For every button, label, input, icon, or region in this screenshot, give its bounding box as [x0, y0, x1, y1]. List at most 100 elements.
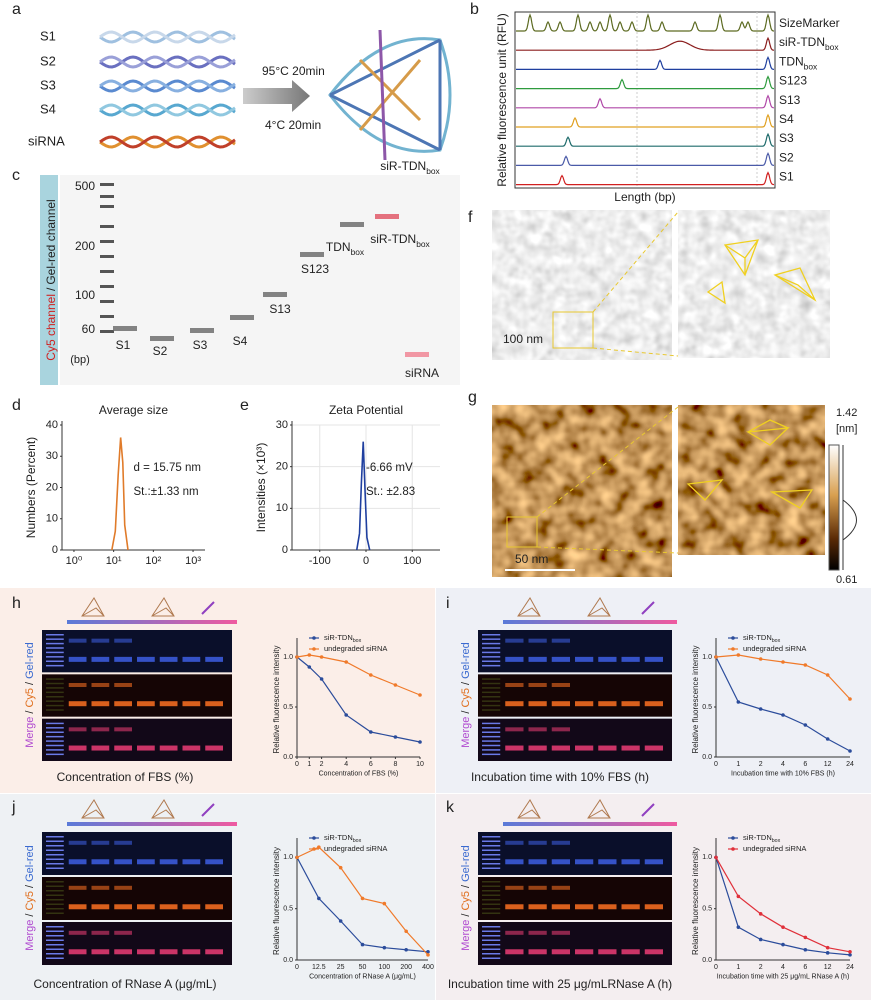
legend-dot: [312, 636, 316, 640]
afm-zoom: [677, 404, 826, 556]
trace-label: S4: [779, 112, 794, 126]
gel-band: [91, 638, 110, 643]
tetrahedron-box: [328, 29, 452, 161]
x-tick-label: 4: [344, 761, 348, 768]
gel-band: [91, 930, 110, 935]
ladder-label: 60: [82, 322, 96, 336]
process-arrow: [243, 80, 310, 112]
gel-row: [42, 718, 232, 761]
ladder-band: [100, 255, 114, 258]
gel-label: Merge / Cy5 / Gel-red: [24, 845, 36, 951]
lane-label: siR-TDNbox: [370, 232, 430, 249]
trace: [516, 151, 775, 166]
legend-label-main: undegraded siRNA: [324, 844, 387, 853]
gel-band: [114, 904, 132, 910]
gel-band: [205, 904, 223, 910]
legend-dot: [731, 836, 735, 840]
gel-band: [528, 859, 547, 865]
trace-label: siR-TDNbox: [779, 35, 839, 52]
trace-label: S13: [779, 93, 801, 107]
gel-image: [60, 175, 460, 385]
scale-label: 100 nm: [503, 332, 543, 346]
gel-band: [114, 949, 132, 955]
ladder-band: [46, 691, 64, 694]
gel-band: [91, 949, 110, 955]
point: [781, 942, 785, 947]
ladder-band: [46, 647, 64, 649]
trace: [516, 13, 775, 32]
trace-label-sub: box: [825, 42, 839, 52]
lane-label: S2: [153, 344, 168, 358]
point: [338, 865, 343, 870]
ladder-band: [100, 183, 114, 186]
gel-band: [68, 859, 87, 865]
point: [758, 657, 763, 661]
channel-label: Cy5 channel / Gel-red channel: [44, 199, 58, 360]
legend-label-main: siR-TDN: [324, 633, 353, 642]
trace-label: TDNbox: [779, 55, 818, 72]
trace: [516, 113, 775, 128]
ladder-band: [482, 881, 501, 883]
ladder-band: [46, 687, 64, 689]
x-tick-label: 4: [781, 761, 785, 768]
point: [317, 845, 321, 849]
lane-label-main: S13: [269, 302, 291, 316]
point: [803, 947, 808, 952]
x-axis-label: Incubation time with 25 μg/mL RNase A (h…: [717, 974, 850, 981]
ladder-band: [482, 953, 501, 955]
legend-label-sub: box: [353, 838, 362, 844]
point: [781, 713, 785, 717]
gel-band: [114, 701, 132, 707]
gel-band: [190, 328, 214, 333]
ladder-band: [46, 656, 64, 658]
structure-icon: [517, 597, 541, 617]
gel-label: Merge / Cy5 / Gel-red: [460, 845, 472, 951]
ladder-band: [482, 634, 501, 636]
gel-band: [505, 930, 524, 935]
lane-label-main: S3: [193, 338, 208, 352]
ladder-band: [482, 939, 501, 941]
point: [848, 749, 852, 753]
strand-label: S2: [40, 53, 56, 68]
ladder-band: [100, 225, 114, 228]
gel-band: [68, 930, 87, 935]
gel-band: [91, 656, 110, 662]
sirna-icon: [201, 803, 215, 817]
axis-label: Length (bp): [614, 190, 675, 204]
gel-band: [528, 727, 547, 732]
gel-band: [159, 949, 178, 955]
ladder-band: [46, 696, 64, 698]
panel-label: h: [12, 595, 21, 612]
panel-label: k: [446, 799, 455, 816]
trace-label-main: S13: [779, 93, 801, 107]
gel-band: [159, 656, 178, 662]
y-tick-label: 1.0: [702, 654, 712, 661]
ladder-band: [482, 700, 501, 702]
y-tick-label: 0.5: [283, 906, 293, 913]
gel-band: [505, 885, 524, 890]
ladder-band: [482, 651, 501, 654]
ladder-band: [482, 894, 501, 896]
legend-label: siR-TDNbox: [743, 633, 781, 644]
gel-band: [505, 859, 524, 865]
gel-band: [551, 701, 570, 707]
point: [758, 937, 763, 942]
gel-band: [528, 930, 547, 935]
gel-band: [528, 949, 547, 955]
panel-label: d: [12, 397, 21, 414]
gel-label-part: Gel-red: [460, 845, 472, 882]
ladder-band: [46, 957, 64, 959]
ladder-band: [482, 727, 501, 729]
x-axis-label: Incubation time with 10% FBS (h): [731, 771, 835, 778]
channel-red: Cy5 channel: [44, 294, 58, 361]
point: [360, 896, 365, 901]
gel-band: [205, 949, 223, 955]
gel-band: [551, 885, 570, 890]
ladder-band: [482, 908, 501, 910]
legend-label-main: undegraded siRNA: [324, 644, 387, 653]
y-tick-label: 30: [46, 450, 58, 462]
point: [803, 935, 808, 940]
gel-band: [505, 727, 524, 732]
gel-band: [114, 859, 132, 865]
ladder-band: [46, 935, 64, 937]
